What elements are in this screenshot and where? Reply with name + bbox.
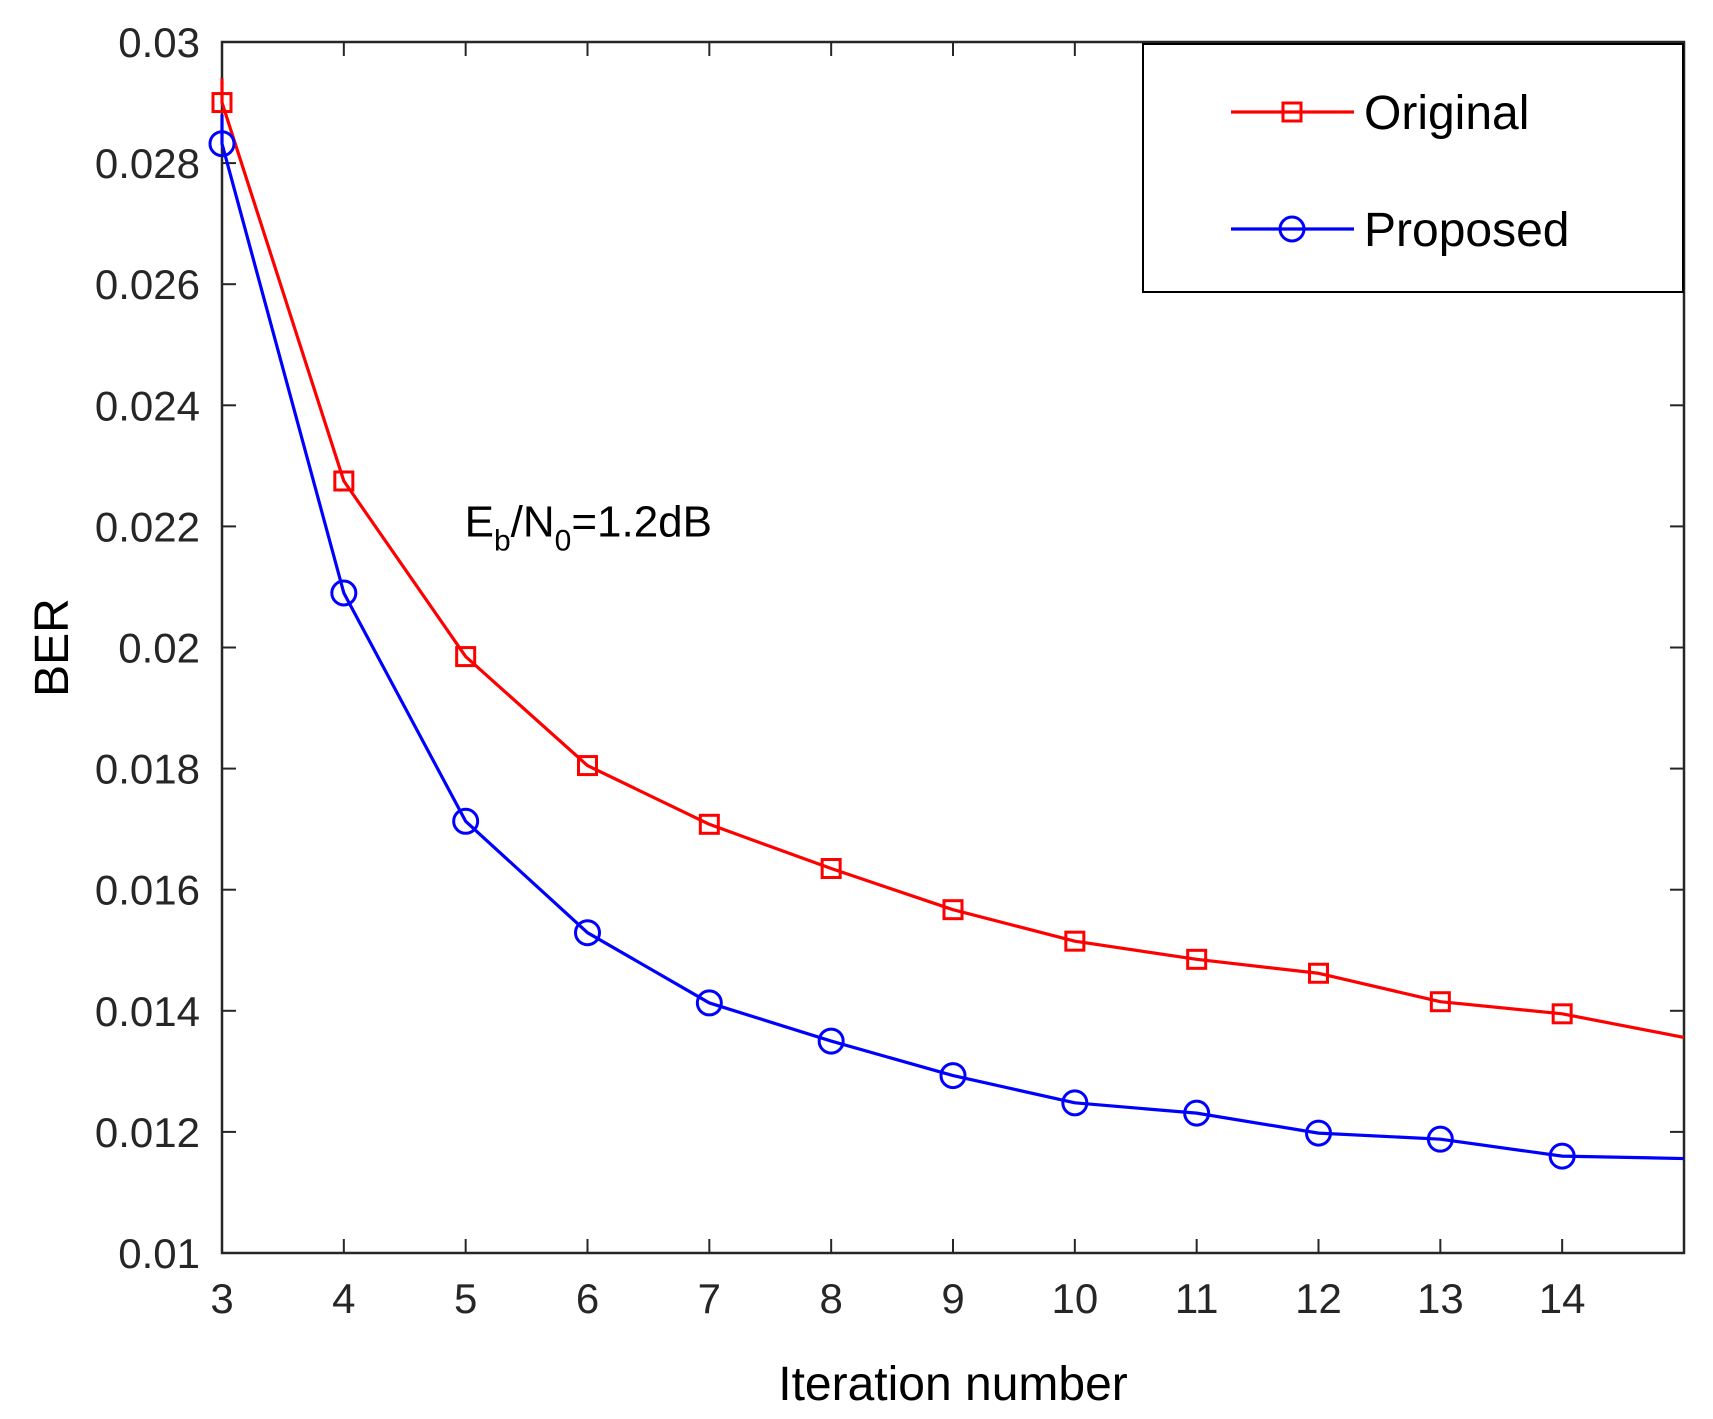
y-tick-label: 0.012 [95,1109,200,1156]
ticks: 3 4 5 6 7 8 9 10 11 12 13 14 0.01 0.012 0.014 0.016 0.01… [95,19,1684,1322]
data-point [1186,948,1208,970]
y-tick-label: 0.02 [118,625,200,672]
x-tick-label: 14 [1539,1275,1586,1322]
annotation-over-n: /N [511,497,555,546]
data-point [1061,1089,1089,1117]
data-point [942,899,964,921]
legend-marker [1278,215,1306,243]
eb-n0-annotation: Eb/N0=1.2dB [465,497,712,557]
legend-box [1142,43,1684,293]
x-tick-label: 12 [1295,1275,1342,1322]
data-point [1183,1099,1211,1127]
series-line [220,78,1685,1040]
data-point [695,989,723,1017]
data-point [939,1062,967,1090]
x-tick-label: 4 [332,1275,355,1322]
y-tick-label: 0.018 [95,746,200,793]
y-axis-label: BER [26,598,79,697]
annotation-value: =1.2dB [571,497,712,546]
data-point [330,579,358,607]
x-axis-label: Iteration number [778,1358,1128,1411]
y-tick-label: 0.028 [95,140,200,187]
x-tick-label: 8 [819,1275,842,1322]
data-point [574,919,601,947]
annotation-subscript-b: b [494,524,511,557]
data-point [817,1027,845,1055]
series-proposed [208,114,1685,1170]
series [208,78,1685,1170]
data-point [1305,1119,1332,1147]
x-tick-label: 6 [576,1275,599,1322]
series-original [211,78,1685,1040]
data-point [1308,962,1329,984]
y-tick-label: 0.01 [118,1230,200,1277]
data-point [1429,991,1451,1013]
data-point [1426,1125,1454,1153]
y-tick-label: 0.026 [95,261,200,308]
x-tick-label: 7 [698,1275,721,1322]
x-tick-label: 3 [210,1275,233,1322]
x-tick-label: 5 [454,1275,477,1322]
series-line [220,114,1685,1161]
x-tick-label: 11 [1175,1275,1219,1322]
legend: Original Proposed [1142,43,1684,293]
data-point [1551,1003,1573,1025]
data-point [211,92,233,114]
y-tick-label: 0.03 [118,19,200,66]
legend-marker [1281,101,1303,123]
x-tick-label: 9 [941,1275,964,1322]
x-tick-label: 10 [1051,1275,1098,1322]
data-point [698,813,720,835]
data-point [1064,930,1086,952]
y-tick-label: 0.024 [95,382,200,429]
data-point [208,130,236,158]
y-tick-label: 0.022 [95,503,200,550]
annotation-subscript-0: 0 [555,524,572,557]
y-tick-label: 0.014 [95,988,200,1035]
data-point [820,858,842,880]
x-tick-label: 13 [1417,1275,1464,1322]
legend-label-original: Original [1364,87,1529,140]
data-point [577,755,598,777]
data-point [1548,1142,1576,1170]
data-point [333,470,355,492]
annotation-e: E [465,497,494,546]
data-point [455,646,477,668]
legend-label-proposed: Proposed [1364,204,1569,257]
data-point [452,807,480,835]
y-tick-label: 0.016 [95,867,200,914]
